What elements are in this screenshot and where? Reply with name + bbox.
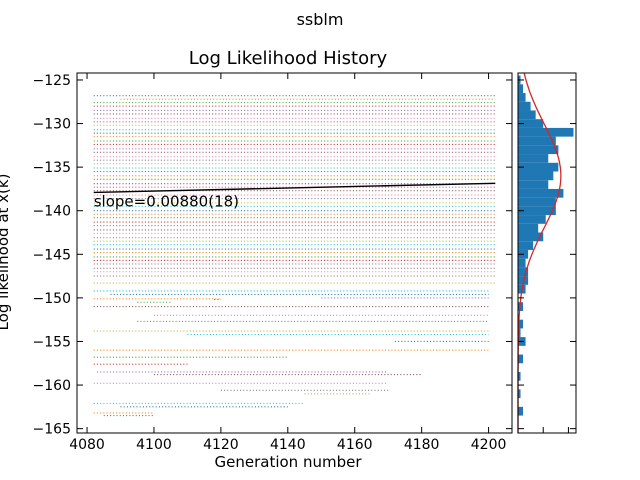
histogram-bar xyxy=(518,258,526,268)
histogram-bar xyxy=(518,188,564,198)
histogram-bar xyxy=(518,215,546,224)
histogram-frame xyxy=(517,72,577,434)
histogram-bar xyxy=(518,206,556,216)
histogram-bar xyxy=(518,84,524,94)
histogram-bar xyxy=(518,162,559,172)
histogram-bar xyxy=(518,319,524,329)
y-tick-label: −135 xyxy=(33,160,71,176)
histogram-bar xyxy=(518,145,559,155)
histogram-bar xyxy=(518,119,544,128)
histogram-bar xyxy=(518,276,529,285)
y-tick-label: −130 xyxy=(33,117,71,133)
y-tick-label: −140 xyxy=(33,204,71,220)
fit-line xyxy=(93,182,496,194)
x-axis-label: Generation number xyxy=(215,453,363,471)
histogram-bar xyxy=(518,406,524,416)
histogram-bar xyxy=(518,223,539,233)
x-tick-label: 4080 xyxy=(69,437,105,453)
y-tick-label: −155 xyxy=(33,334,71,350)
x-tick-label: 4200 xyxy=(471,437,507,453)
histogram-bar xyxy=(518,197,556,207)
histogram-bar xyxy=(518,110,536,120)
histogram-bar xyxy=(518,328,521,338)
histogram-bar xyxy=(518,389,521,399)
main-plot-frame xyxy=(76,72,513,434)
histogram-ticks xyxy=(517,79,576,433)
histogram-bar xyxy=(518,241,534,250)
y-tick-label: −165 xyxy=(33,422,71,438)
trace-layer xyxy=(93,95,496,417)
histogram-bar xyxy=(518,232,544,242)
histogram-bar xyxy=(518,93,526,102)
histogram-bar xyxy=(518,180,549,189)
y-axis-ticks: −125 −130 −135 −140 −145 −150 −155 −160 −165 xyxy=(33,73,512,438)
y-tick-label: −145 xyxy=(33,247,71,263)
histogram-bar xyxy=(518,136,556,146)
y-axis-label: Log likelihood at x(k) xyxy=(0,174,12,331)
main-plot-area: slope=0.00880(18) 4080 4100 4120 4140 4160 41… xyxy=(33,72,513,453)
histogram-bar xyxy=(518,127,574,137)
histogram-bars xyxy=(518,75,574,416)
histogram-bar xyxy=(518,371,521,381)
x-tick-label: 4120 xyxy=(203,437,239,453)
y-tick-label: −125 xyxy=(33,73,71,89)
y-tick-label: −160 xyxy=(33,378,71,394)
slope-annotation: slope=0.00880(18) xyxy=(94,192,239,210)
histogram-bar xyxy=(518,101,531,111)
y-tick-label: −150 xyxy=(33,291,71,307)
figure-suptitle: ssblm xyxy=(297,10,344,29)
chart-title: Log Likelihood History xyxy=(189,48,388,69)
histogram-bar xyxy=(518,267,529,277)
x-tick-label: 4140 xyxy=(270,437,306,453)
histogram-bar xyxy=(518,154,549,163)
histogram-bar xyxy=(518,171,554,181)
histogram-bar xyxy=(518,354,524,364)
x-axis-ticks: 4080 4100 4120 4140 4160 4180 4200 xyxy=(69,73,506,453)
x-tick-label: 4160 xyxy=(337,437,373,453)
x-tick-label: 4180 xyxy=(404,437,440,453)
histogram-plot-area xyxy=(517,72,577,434)
x-tick-label: 4100 xyxy=(136,437,172,453)
